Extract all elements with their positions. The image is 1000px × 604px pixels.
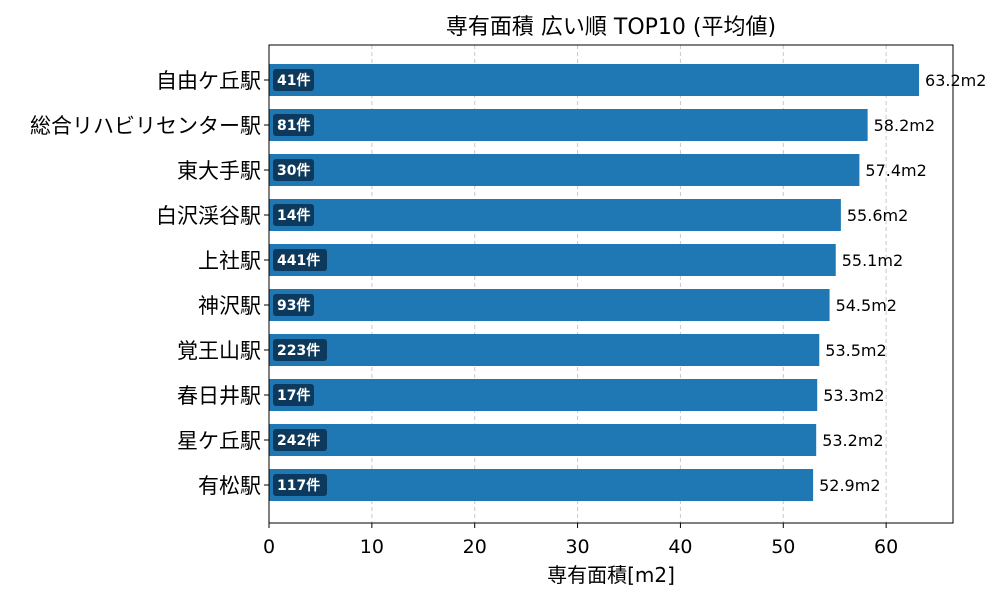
count-label-6: 223件 — [277, 342, 320, 359]
bar-6 — [269, 334, 820, 366]
value-label-1: 58.2m2 — [874, 116, 935, 135]
count-label-5: 93件 — [277, 297, 310, 314]
count-badge-4 — [273, 249, 327, 271]
count-badge-5 — [273, 294, 314, 316]
count-badge-0 — [273, 69, 314, 91]
count-badge-2 — [273, 159, 314, 181]
value-label-3: 55.6m2 — [847, 206, 908, 225]
y-tick-label-1: 総合リハビリセンター駅 — [30, 114, 261, 138]
bar-4 — [269, 244, 836, 276]
plot-frame — [268, 44, 954, 524]
value-label-4: 55.1m2 — [842, 251, 903, 270]
y-tick-label-5: 神沢駅 — [198, 294, 261, 318]
count-badge-8 — [273, 429, 327, 451]
count-label-4: 441件 — [277, 252, 320, 269]
y-tick-label-3: 白沢渓谷駅 — [156, 204, 261, 228]
x-tick-label-6: 60 — [874, 536, 898, 558]
x-tick-label-4: 40 — [668, 536, 692, 558]
bar-1 — [269, 109, 868, 141]
bar-8 — [269, 424, 817, 456]
y-tick-label-6: 覚王山駅 — [177, 339, 261, 363]
y-tick-label-9: 有松駅 — [198, 474, 261, 498]
y-tick-label-0: 自由ケ丘駅 — [156, 69, 261, 93]
bar-7 — [269, 379, 818, 411]
bar-9 — [269, 469, 814, 501]
value-label-2: 57.4m2 — [865, 161, 926, 180]
bar-5 — [269, 289, 830, 321]
count-badge-9 — [273, 474, 327, 496]
count-label-0: 41件 — [277, 72, 310, 89]
count-label-9: 117件 — [277, 477, 320, 494]
count-badge-3 — [273, 204, 314, 226]
y-tick-label-2: 東大手駅 — [177, 159, 261, 183]
value-label-0: 63.2m2 — [925, 71, 986, 90]
count-label-7: 17件 — [277, 387, 310, 404]
chart-title: 専有面積 広い順 TOP10 (平均値) — [446, 15, 776, 40]
x-tick-label-1: 10 — [360, 536, 384, 558]
x-tick-label-5: 50 — [771, 536, 795, 558]
count-badge-6 — [273, 339, 327, 361]
count-label-1: 81件 — [277, 117, 310, 134]
value-label-8: 53.2m2 — [822, 431, 883, 450]
bar-3 — [269, 199, 841, 231]
x-axis-label: 専有面積[m2] — [547, 563, 675, 587]
count-label-2: 30件 — [277, 162, 310, 179]
axes: 自由ケ丘駅総合リハビリセンター駅東大手駅白沢渓谷駅上社駅神沢駅覚王山駅春日井駅星… — [30, 44, 954, 558]
x-tick-label-2: 20 — [463, 536, 487, 558]
value-label-6: 53.5m2 — [825, 341, 886, 360]
count-label-8: 242件 — [277, 432, 320, 449]
x-tick-label-3: 30 — [565, 536, 589, 558]
x-tick-label-0: 0 — [263, 536, 275, 558]
value-label-5: 54.5m2 — [836, 296, 897, 315]
bars — [269, 64, 920, 501]
bar-0 — [269, 64, 920, 96]
y-tick-label-7: 春日井駅 — [177, 384, 261, 408]
value-label-9: 52.9m2 — [819, 476, 880, 495]
y-tick-label-4: 上社駅 — [198, 249, 261, 273]
y-tick-label-8: 星ケ丘駅 — [177, 429, 261, 453]
data-labels: 41件 63.2m2 81件 58.2m2 30件 57.4m2 14件 55.6m2 441件… — [273, 69, 986, 496]
bar-2 — [269, 154, 860, 186]
count-badge-7 — [273, 384, 314, 406]
count-label-3: 14件 — [277, 207, 310, 224]
count-badge-1 — [273, 114, 314, 136]
value-label-7: 53.3m2 — [823, 386, 884, 405]
